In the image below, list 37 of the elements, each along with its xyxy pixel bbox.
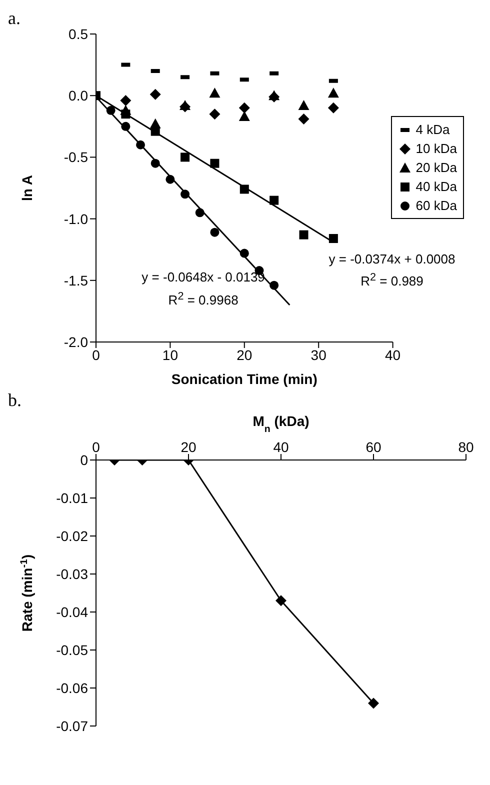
y-tick-label: 0.5	[68, 26, 88, 42]
x-tick-label: 30	[310, 346, 327, 363]
x-tick-label: 20	[236, 346, 252, 363]
x-tick-label: 40	[385, 346, 401, 363]
annotation: y = -0.0374x + 0.0008	[328, 251, 456, 266]
annotation: R$^{2}$ = 0.9968	[168, 290, 238, 308]
y-tick-label: -0.07	[56, 718, 88, 734]
x-tick-label: 0	[92, 439, 100, 455]
x-tick-label: 80	[458, 439, 474, 455]
y-tick-label: -0.01	[56, 490, 88, 506]
legend-label: 60 kDa	[416, 197, 457, 215]
y-tick-label: -0.06	[56, 680, 88, 696]
x-tick-label: 20	[180, 439, 196, 455]
y-tick-label: -0.5	[64, 149, 88, 166]
y-axis-title: ln A	[19, 175, 35, 201]
y-tick-label: -0.02	[56, 528, 88, 544]
y-tick-label: -0.03	[56, 566, 88, 582]
y-tick-label: -0.05	[56, 642, 88, 658]
text: b.	[8, 390, 22, 410]
annotation: R$^{2}$ = 0.989	[360, 272, 424, 290]
y-tick-label: 0	[80, 452, 88, 468]
text: a.	[8, 8, 20, 28]
x-tick-label: 10	[162, 346, 178, 363]
legend-label: 20 kDa	[416, 159, 457, 177]
x-tick-label: 0	[92, 346, 100, 363]
x-axis-title: Sonication Time (min)	[171, 371, 318, 387]
legend-label: 40 kDa	[416, 178, 457, 196]
y-tick-label: -2.0	[64, 334, 88, 350]
y-tick-label: 0.0	[68, 88, 88, 104]
legend-label: 4 kDa	[416, 121, 450, 139]
y-tick-label: -0.04	[56, 604, 88, 620]
y-tick-label: -1.5	[64, 272, 88, 288]
legend-label: 10 kDa	[416, 140, 457, 158]
y-tick-label: -1.0	[64, 210, 88, 227]
x-tick-label: 60	[366, 439, 382, 455]
x-axis-title: M$_{n}$ (kDa)	[252, 413, 310, 434]
x-tick-label: 40	[273, 439, 289, 455]
